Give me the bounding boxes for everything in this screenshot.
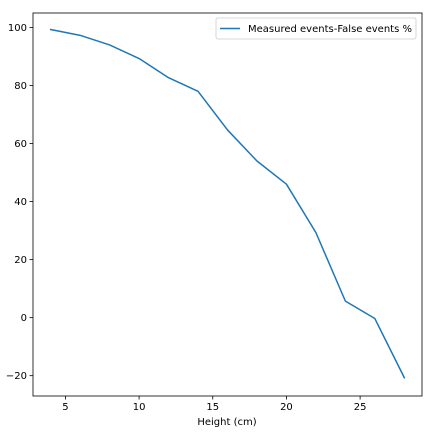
plot-area xyxy=(32,12,423,397)
y-tick-label: 0 xyxy=(21,313,27,324)
legend-box xyxy=(215,17,417,40)
x-tick-label: 20 xyxy=(280,402,293,413)
legend-label: Measured events-False events % xyxy=(248,24,412,35)
y-tick-label: 40 xyxy=(14,197,27,208)
legend: Measured events-False events % xyxy=(215,17,417,40)
series-line xyxy=(49,28,406,379)
x-tick-label: 15 xyxy=(206,402,219,413)
axis-ticks: 5 10 15 20 25 −20 0 20 40 60 80 100 xyxy=(6,23,367,413)
x-axis-label: Height (cm) xyxy=(197,417,256,428)
y-tick-label: 100 xyxy=(8,23,27,34)
y-tick-label: −20 xyxy=(6,371,27,382)
x-tick-label: 10 xyxy=(133,402,146,413)
x-tick-label: 25 xyxy=(354,402,367,413)
y-tick-label: 80 xyxy=(14,81,27,92)
x-tick-label: 5 xyxy=(62,402,68,413)
y-tick-label: 60 xyxy=(14,139,27,150)
y-tick-label: 20 xyxy=(14,255,27,266)
series-lines xyxy=(49,28,406,379)
